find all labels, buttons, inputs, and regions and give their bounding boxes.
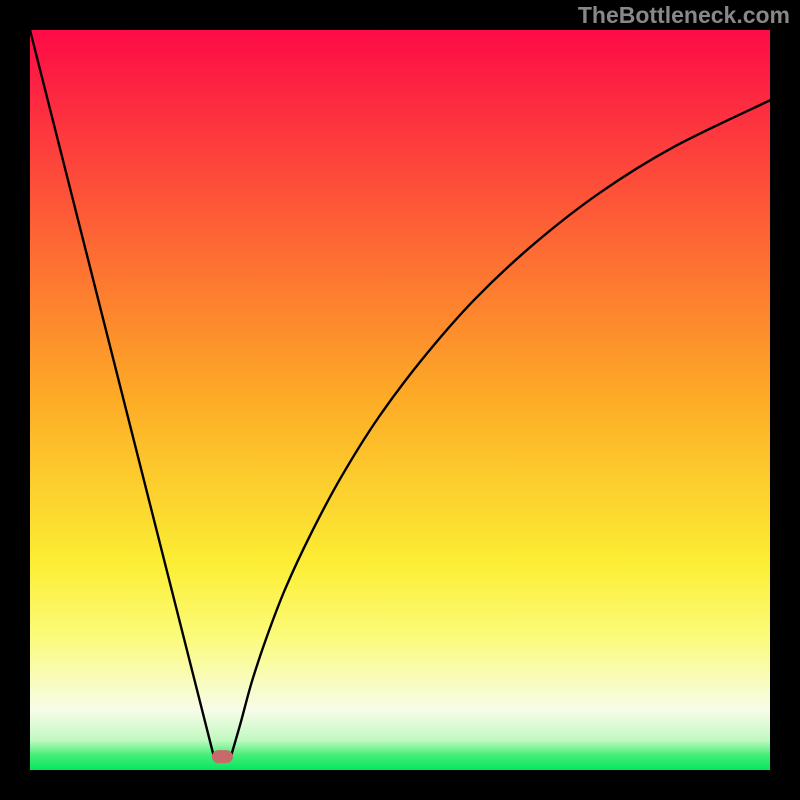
chart-frame bbox=[0, 0, 800, 800]
chart-svg bbox=[0, 0, 800, 800]
watermark-text: TheBottleneck.com bbox=[578, 2, 790, 29]
